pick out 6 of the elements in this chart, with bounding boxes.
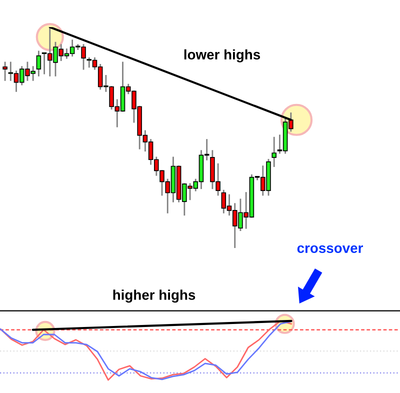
candlestick bbox=[2, 62, 8, 81]
annotation: lower highs bbox=[184, 49, 260, 62]
text: higher highs bbox=[113, 290, 196, 303]
candlestick bbox=[272, 136, 276, 167]
candlestick bbox=[36, 50, 42, 76]
text: crossover bbox=[297, 245, 363, 253]
